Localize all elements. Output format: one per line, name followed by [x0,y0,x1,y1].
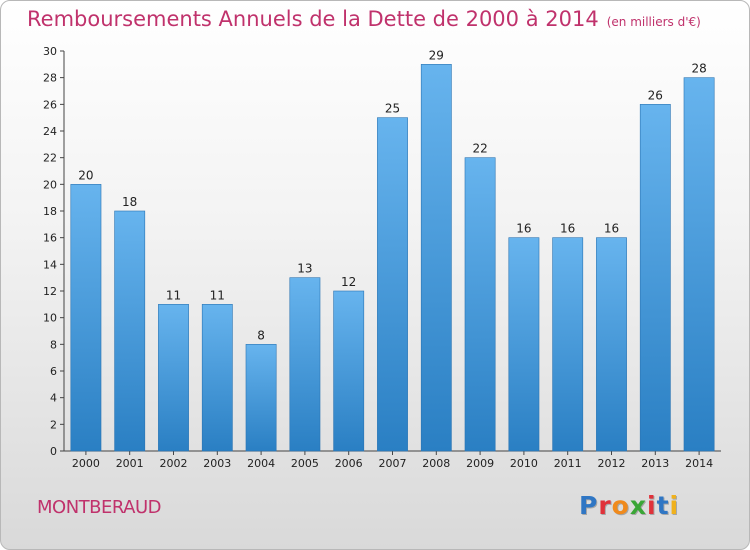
data-label: 26 [648,88,663,102]
x-tick-label: 2004 [247,457,275,470]
x-tick-label: 2000 [72,457,100,470]
data-label: 25 [385,102,400,116]
bar [508,237,540,452]
bar [245,344,277,452]
bar [333,290,365,452]
chart-title-text: Remboursements Annuels de la Dette de 20… [27,7,599,31]
y-tick-label: 6 [50,365,57,378]
y-tick-label: 8 [50,338,57,351]
y-tick-label: 20 [43,178,57,191]
y-tick-label: 12 [43,285,57,298]
bar [639,104,671,452]
y-tick-label: 28 [43,72,57,85]
y-tick-label: 30 [43,45,57,58]
bar [683,77,715,452]
y-tick-label: 4 [50,392,57,405]
y-tick-label: 26 [43,98,57,111]
x-tick-label: 2012 [598,457,626,470]
x-tick-label: 2009 [466,457,494,470]
data-label: 12 [341,275,356,289]
x-tick-label: 2006 [335,457,363,470]
bars [70,64,715,452]
x-tick-label: 2001 [116,457,144,470]
logo-letter: P [579,491,599,520]
data-label: 18 [122,195,137,209]
data-label: 29 [429,48,444,62]
data-label: 11 [210,288,225,302]
data-label: 16 [516,222,531,236]
data-label: 28 [691,62,706,76]
bar [464,157,496,452]
commune-name: MONTBERAUD [37,497,162,518]
x-tick-label: 2005 [291,457,319,470]
y-tick-label: 24 [43,125,57,138]
y-tick-label: 0 [50,445,57,458]
y-tick-label: 14 [43,258,57,271]
bar [114,210,146,452]
data-label: 13 [297,262,312,276]
x-tick-label: 2007 [379,457,407,470]
x-tick-label: 2002 [160,457,188,470]
data-label: 20 [78,168,93,182]
bar [70,184,102,452]
bar [158,304,189,452]
logo-letter: i [669,491,680,520]
logo-letter: x [629,491,647,520]
x-tick-label: 2014 [685,457,713,470]
y-tick-label: 10 [43,312,57,325]
bar [201,304,233,452]
y-tick-label: 18 [43,205,57,218]
logo-letter: r [598,491,612,520]
x-axis: 2000 2001 2002 2003 2004 2005 2006 2007 2008 2009… [64,450,721,470]
x-tick-label: 2010 [510,457,538,470]
bar [377,117,408,452]
y-tick-label: 2 [50,418,57,431]
bar [596,237,627,452]
data-label: 22 [472,142,487,156]
bar [289,277,321,452]
data-label: 16 [604,222,619,236]
bar [420,64,452,452]
chart-unit: (en milliers d'€) [606,15,701,29]
chart-title: Remboursements Annuels de la Dette de 20… [27,7,701,31]
logo-letter: t [656,491,670,520]
x-tick-label: 2008 [422,457,450,470]
logo-letter: i [647,491,657,520]
data-label: 11 [166,288,181,302]
data-label: 16 [560,222,575,236]
y-tick-label: 16 [43,232,57,245]
x-tick-label: 2013 [641,457,669,470]
logo-letter: o [611,491,630,520]
data-label: 8 [257,328,265,342]
proxiti-logo[interactable]: Proxiti [579,491,679,520]
data-labels: 20 18 11 11 8 13 12 25 29 22 16 16 16 26 28 [78,48,706,342]
x-tick-label: 2011 [554,457,582,470]
y-tick-label: 22 [43,152,57,165]
bar [552,237,584,452]
x-tick-label: 2003 [203,457,231,470]
